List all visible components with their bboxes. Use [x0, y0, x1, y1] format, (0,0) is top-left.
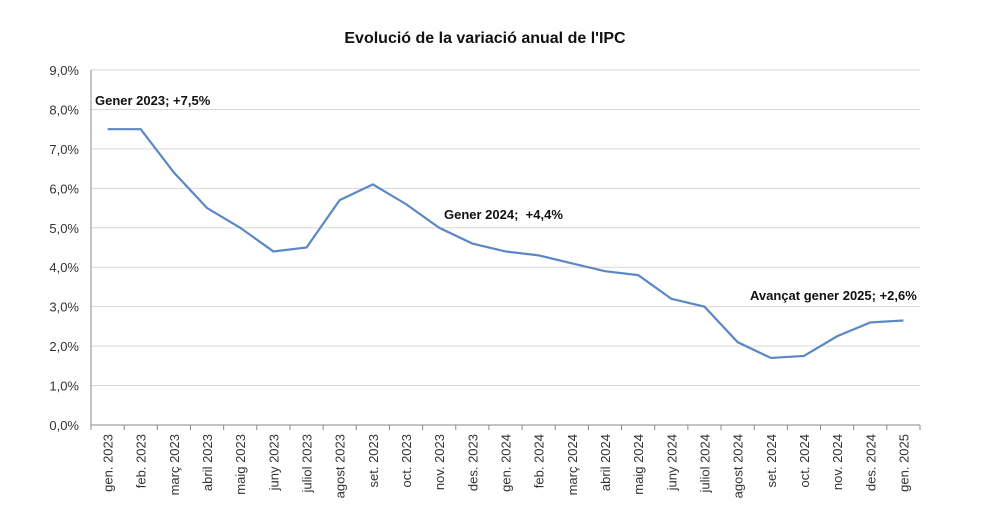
- x-tick-label: març 2024: [565, 434, 580, 495]
- y-tick-label: 0,0%: [49, 418, 79, 433]
- x-tick-label: maig 2023: [233, 434, 248, 495]
- x-tick-label: agost 2024: [731, 434, 746, 498]
- x-tick-label: juny 2023: [266, 434, 281, 491]
- x-tick-label: juliol 2024: [697, 434, 712, 494]
- x-tick-label: gen. 2023: [101, 434, 116, 492]
- x-tick-label: maig 2024: [631, 434, 646, 495]
- y-tick-label: 5,0%: [49, 221, 79, 236]
- y-tick-label: 3,0%: [49, 300, 79, 315]
- y-tick-label: 9,0%: [49, 63, 79, 78]
- x-tick-label: nov. 2024: [830, 434, 845, 490]
- annotation-gener-2025: Avançat gener 2025; +2,6%: [750, 288, 917, 303]
- x-tick-label: juny 2024: [664, 434, 679, 491]
- x-tick-label: feb. 2024: [532, 434, 547, 488]
- x-tick-label: gen. 2025: [896, 434, 911, 492]
- y-tick-label: 4,0%: [49, 260, 79, 275]
- x-tick-label: set. 2023: [366, 434, 381, 488]
- x-tick-label: agost 2023: [333, 434, 348, 498]
- y-tick-label: 7,0%: [49, 142, 79, 157]
- chart-title: Evolució de la variació anual de l'IPC: [344, 30, 626, 47]
- y-tick-label: 1,0%: [49, 379, 79, 394]
- x-tick-label: març 2023: [167, 434, 182, 495]
- y-tick-label: 6,0%: [49, 181, 79, 196]
- y-tick-label: 8,0%: [49, 102, 79, 117]
- x-tick-label: feb. 2023: [134, 434, 149, 488]
- x-tick-label: juliol 2023: [300, 434, 315, 494]
- x-tick-label: des. 2023: [465, 434, 480, 491]
- annotation-gener-2024: Gener 2024; +4,4%: [444, 207, 563, 222]
- annotation-gener-2023: Gener 2023; +7,5%: [95, 93, 211, 108]
- x-tick-label: oct. 2023: [399, 434, 414, 488]
- x-tick-label: set. 2024: [764, 434, 779, 488]
- x-tick-label: gen. 2024: [499, 434, 514, 492]
- x-tick-label: oct. 2024: [797, 434, 812, 488]
- x-tick-label: nov. 2023: [432, 434, 447, 490]
- x-tick-label: abril 2023: [200, 434, 215, 491]
- y-tick-label: 2,0%: [49, 339, 79, 354]
- x-tick-label: abril 2024: [598, 434, 613, 491]
- series-line: [107, 128, 904, 360]
- x-tick-label: des. 2024: [863, 434, 878, 491]
